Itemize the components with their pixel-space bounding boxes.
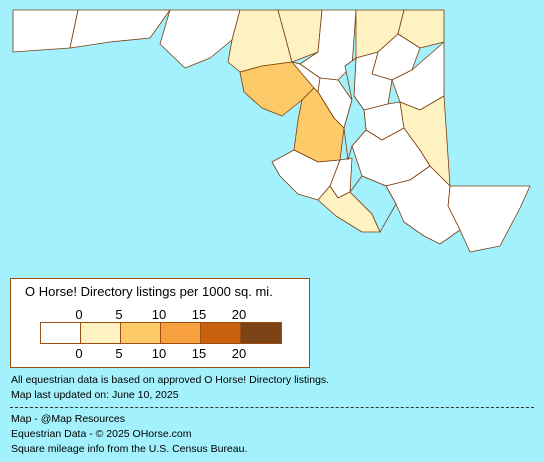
- county-prince-georges[interactable]: [293, 87, 345, 163]
- legend-color-scale: [40, 322, 282, 344]
- legend-swatch: [121, 323, 161, 343]
- county-cecil[interactable]: [397, 9, 445, 49]
- legend-title: O Horse! Directory listings per 1000 sq.…: [25, 284, 273, 299]
- legend-top-tick: 5: [115, 307, 123, 322]
- data-source-note: All equestrian data is based on approved…: [11, 374, 330, 386]
- legend-bottom-tick: 20: [231, 346, 247, 361]
- maryland-county-map: [12, 9, 531, 253]
- divider: [10, 407, 534, 408]
- legend-swatch: [241, 323, 281, 343]
- legend-swatch: [201, 323, 241, 343]
- map-credit: Map - @Map Resources: [11, 413, 125, 425]
- legend-swatch: [81, 323, 121, 343]
- legend-bottom-tick: 5: [115, 346, 123, 361]
- last-updated-note: Map last updated on: June 10, 2025: [11, 389, 179, 401]
- county-somerset[interactable]: [385, 165, 461, 245]
- county-allegany[interactable]: [69, 9, 171, 49]
- legend-box: O Horse! Directory listings per 1000 sq.…: [10, 278, 310, 368]
- potomac-river: [349, 175, 397, 233]
- legend-bottom-tick: 15: [191, 346, 207, 361]
- map-svg: [12, 9, 531, 253]
- equestrian-data-credit: Equestrian Data - © 2025 OHorse.com: [11, 428, 192, 440]
- county-washington[interactable]: [159, 9, 241, 69]
- county-wicomico[interactable]: [399, 95, 451, 187]
- legend-bottom-tick: 10: [151, 346, 167, 361]
- county-worcester[interactable]: [447, 185, 531, 253]
- legend-top-tick: 10: [151, 307, 167, 322]
- legend-top-tick: 0: [75, 307, 83, 322]
- mileage-credit: Square mileage info from the U.S. Census…: [11, 443, 248, 455]
- chesapeake-bay: [343, 57, 367, 161]
- legend-swatch: [41, 323, 81, 343]
- legend-top-tick: 15: [191, 307, 207, 322]
- legend-top-tick: 20: [231, 307, 247, 322]
- legend-bottom-tick: 0: [75, 346, 83, 361]
- county-garrett[interactable]: [12, 9, 79, 53]
- legend-swatch: [161, 323, 201, 343]
